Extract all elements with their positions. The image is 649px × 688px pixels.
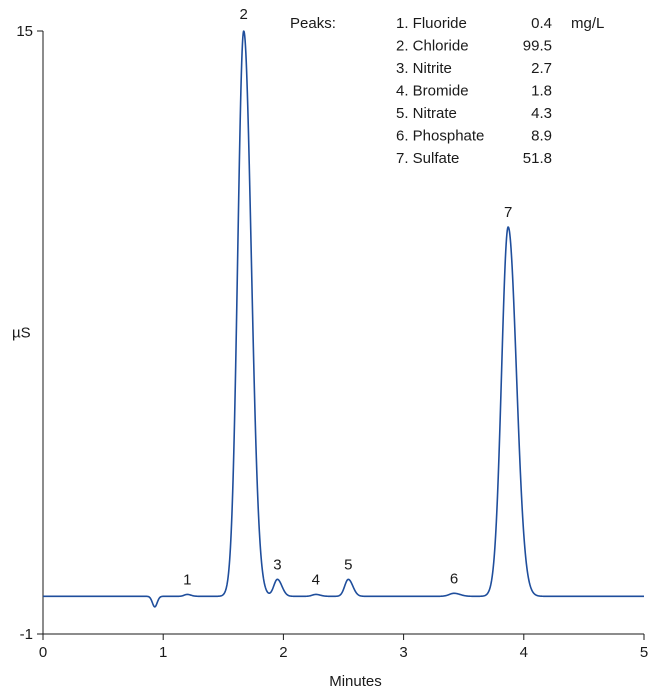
legend-entry-value: 99.5: [523, 38, 552, 55]
y-axis-label: µS: [12, 325, 31, 342]
y-tick-label: -1: [20, 626, 33, 643]
legend-entry-name: 1. Fluoride: [396, 15, 467, 32]
legend-entry-name: 2. Chloride: [396, 38, 469, 55]
plot-area: 1 2 3 4 5 6 7: [42, 6, 645, 608]
legend-heading: Peaks:: [290, 15, 336, 32]
peak-label-7: 7: [504, 204, 512, 221]
peak-label-3: 3: [273, 556, 281, 573]
legend-entry-name: 4. Bromide: [396, 83, 469, 100]
x-tick-label: 0: [39, 644, 47, 661]
x-tick-label: 3: [399, 644, 407, 661]
legend-entry-value: 8.9: [531, 128, 552, 145]
legend: Peaks: mg/L 1. Fluoride 0.4 2. Chloride 99.5 3…: [290, 15, 604, 167]
legend-entry-name: 5. Nitrate: [396, 105, 457, 122]
x-tick-label: 5: [640, 644, 648, 661]
chromatogram-trace: [42, 30, 645, 608]
legend-entry-value: 2.7: [531, 60, 552, 77]
x-tick-label: 1: [159, 644, 167, 661]
x-axis-label: Minutes: [329, 673, 382, 688]
y-tick-label: 15: [16, 23, 33, 40]
legend-entry-value: 0.4: [531, 15, 552, 32]
legend-entry-name: 3. Nitrite: [396, 60, 452, 77]
peak-label-4: 4: [312, 571, 320, 588]
legend-entry-name: 6. Phosphate: [396, 128, 484, 145]
legend-entry-value: 51.8: [523, 150, 552, 167]
peak-label-1: 1: [183, 571, 191, 588]
legend-entry-name: 7. Sulfate: [396, 150, 459, 167]
legend-unit: mg/L: [571, 15, 604, 32]
legend-entry-value: 4.3: [531, 105, 552, 122]
x-tick-label: 4: [520, 644, 528, 661]
x-tick-label: 2: [279, 644, 287, 661]
legend-entry-value: 1.8: [531, 83, 552, 100]
peak-label-5: 5: [344, 556, 352, 573]
peak-label-2: 2: [240, 6, 248, 23]
peak-label-6: 6: [450, 570, 458, 587]
